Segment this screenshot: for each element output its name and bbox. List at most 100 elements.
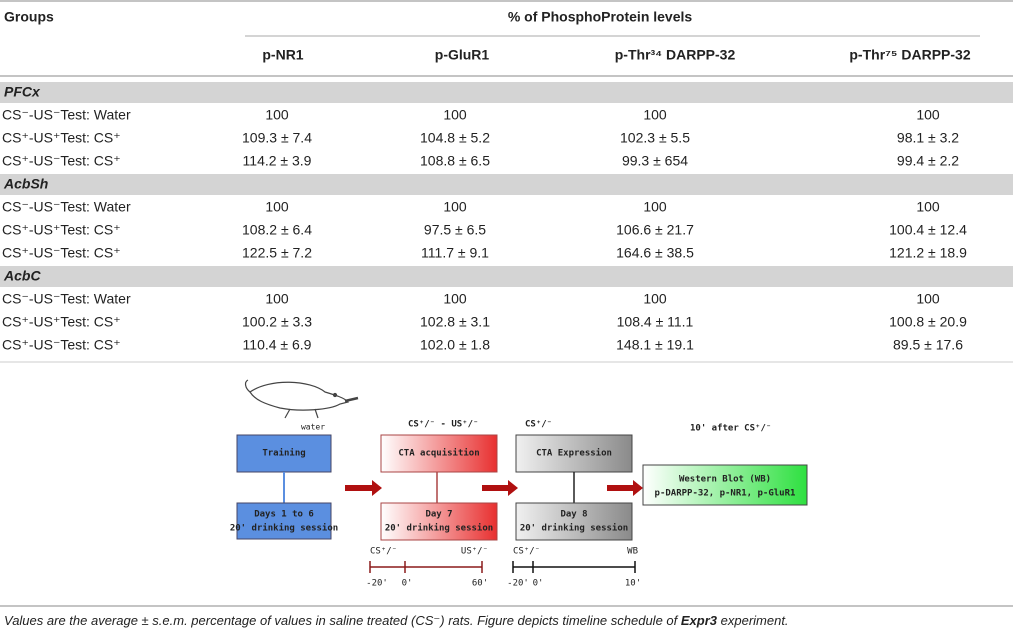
timeline-label: CS⁺/⁻ [513,547,540,557]
row-label: CS⁺-US⁺Test: CS⁺ [2,222,121,238]
exp-label: CS⁺/⁻ [525,420,552,430]
cell: 102.3 ± 5.5 [620,130,690,146]
cell: 106.6 ± 21.7 [616,222,694,238]
cell: 108.4 ± 11.1 [617,314,694,330]
acq-text: CTA acquisition [398,448,479,459]
row-label: CS⁻-US⁻Test: Water [2,291,131,307]
cell: 114.2 ± 3.9 [243,153,312,169]
cell: 100 [443,199,467,215]
timeline-label: WB [627,547,638,557]
exp-days-box [515,502,633,541]
cell: 102.8 ± 3.1 [420,314,490,330]
cell: 100.4 ± 12.4 [889,222,967,238]
cell: 109.3 ± 7.4 [242,130,312,146]
cell: 100.8 ± 20.9 [889,314,967,330]
cell: 100 [916,107,940,123]
row-label: CS⁻-US⁻Test: Water [2,199,131,215]
exp-days-text: 20' drinking session [520,523,628,534]
section-band [0,174,1013,195]
caption-text: Values are the average ± s.e.m. percenta… [4,613,681,628]
cell: 108.8 ± 6.5 [420,153,490,169]
wb-box [642,464,808,506]
timeline-tick: 60' [472,579,488,589]
row-label: CS⁺-US⁺Test: CS⁺ [2,314,121,330]
arrow [482,480,518,496]
section-name: AcbSh [3,176,48,192]
acq-days-text: 20' drinking session [385,523,493,534]
cell: 100 [916,291,940,307]
cell: 100 [265,199,289,215]
column-header: p-Thr³⁴ DARPP-32 [615,47,736,63]
timeline-tick: 10' [625,579,641,589]
caption-emph: Expr3 [681,613,718,628]
acq-box [380,434,498,473]
cell: 98.1 ± 3.2 [897,130,959,146]
cell: 100 [265,107,289,123]
cell: 100 [643,107,667,123]
cell: 100 [443,107,467,123]
section-band [0,266,1013,287]
exp-box [515,434,633,473]
row-label: CS⁺-US⁻Test: CS⁺ [2,153,121,169]
cell: 99.4 ± 2.2 [897,153,959,169]
cell: 121.2 ± 18.9 [889,245,967,261]
acq-label: CS⁺/⁻ - US⁺/⁻ [408,420,478,430]
wb-text: Western Blot (WB) [679,475,771,485]
cell: 122.5 ± 7.2 [242,245,312,261]
wb-label: 10' after CS⁺/⁻ [690,424,771,434]
timeline-tick: -20' [507,579,529,589]
arrow [607,480,643,496]
acq-days-box [380,502,498,541]
timeline-tick: 0' [402,579,413,589]
training-days-text: 20' drinking session [230,523,338,534]
acq-days-text: Day 7 [425,510,452,520]
mouse-icon [244,379,359,419]
cell: 110.4 ± 6.9 [243,337,312,353]
row-label: CS⁺-US⁻Test: CS⁺ [2,245,121,261]
section-band [0,82,1013,103]
column-header: p-GluR1 [435,47,490,63]
cell: 164.6 ± 38.5 [616,245,694,261]
diagram: water Training Days 1 to 6 20' drinking … [230,379,808,589]
row-label: CS⁺-US⁺Test: CS⁺ [2,130,121,146]
cell: 104.8 ± 5.2 [420,130,490,146]
row-label: CS⁺-US⁻Test: CS⁺ [2,337,121,353]
cell: 100.2 ± 3.3 [242,314,312,330]
timeline-label: CS⁺/⁻ [370,547,397,557]
training-days-box [236,502,332,540]
caption: Values are the average ± s.e.m. percenta… [4,613,789,628]
timeline-2 [512,561,636,573]
cell: 100 [265,291,289,307]
row-label: CS⁻-US⁻Test: Water [2,107,131,123]
exp-days-text: Day 8 [560,510,587,520]
cell: 102.0 ± 1.8 [420,337,490,353]
cell: 99.3 ± 654 [622,153,688,169]
arrow [345,480,382,496]
timeline-1 [369,561,483,573]
water-label: water [301,423,325,432]
training-days-text: Days 1 to 6 [254,510,314,520]
wb-text: p-DARPP-32, p-NR1, p-GluR1 [655,489,796,499]
cell: 97.5 ± 6.5 [424,222,486,238]
cell: 100 [443,291,467,307]
timeline-tick: 0' [533,579,544,589]
caption-text: experiment. [717,613,789,628]
column-header: p-NR1 [262,47,303,63]
cell: 100 [916,199,940,215]
cell: 100 [643,199,667,215]
section-name: PFCx [4,84,41,100]
cell: 89.5 ± 17.6 [893,337,963,353]
training-text: Training [262,448,305,459]
cell: 148.1 ± 19.1 [616,337,694,353]
timeline-tick: -20' [366,579,388,589]
timeline-label: US⁺/⁻ [461,547,488,557]
training-box [236,434,332,473]
cell: 108.2 ± 6.4 [242,222,312,238]
column-header: p-Thr⁷⁵ DARPP-32 [849,47,970,63]
cell: 100 [643,291,667,307]
exp-text: CTA Expression [536,448,612,459]
span-header: % of PhosphoProtein levels [508,9,693,25]
section-name: AcbC [3,268,41,284]
cell: 111.7 ± 9.1 [421,245,489,261]
